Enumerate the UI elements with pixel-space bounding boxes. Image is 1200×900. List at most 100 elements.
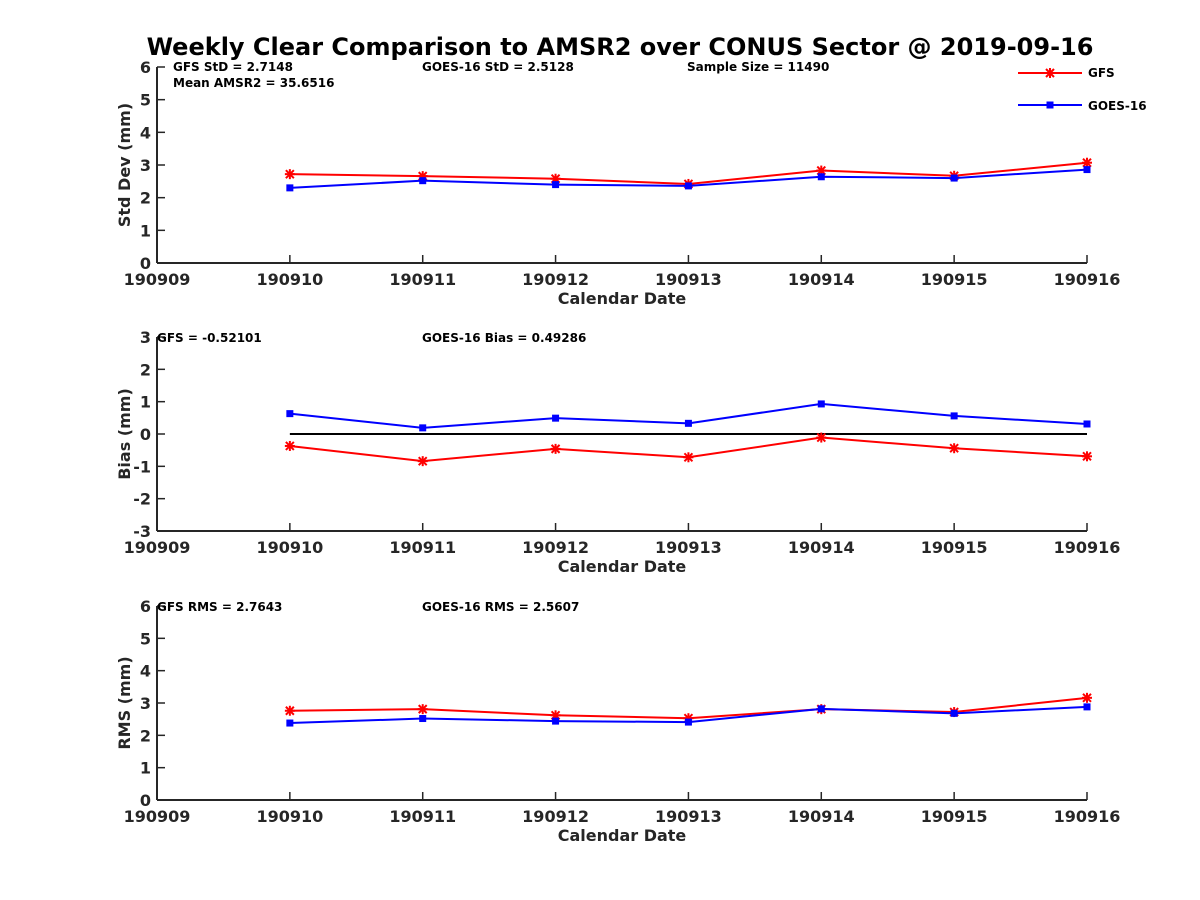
- data-point-gfs: [1082, 692, 1092, 703]
- x-tick-label: 190909: [124, 807, 191, 826]
- x-tick-label: 190910: [256, 538, 323, 557]
- y-tick-label: 5: [140, 629, 151, 648]
- y-tick-label: 1: [140, 221, 151, 240]
- x-tick-label: 190914: [788, 807, 855, 826]
- y-tick-label: 0: [140, 791, 151, 810]
- data-point-goes16: [419, 424, 427, 432]
- x-tick-label: 190910: [256, 807, 323, 826]
- data-point-gfs: [284, 440, 295, 451]
- x-tick-label: 190914: [788, 270, 855, 289]
- legend-label-gfs: GFS: [1088, 66, 1115, 80]
- x-tick-label: 190913: [655, 270, 722, 289]
- x-tick-label: 190911: [389, 807, 456, 826]
- x-axis-label: Calendar Date: [558, 289, 687, 308]
- data-point-goes16: [286, 410, 294, 418]
- data-point-goes16: [552, 414, 560, 422]
- y-tick-label: 2: [140, 726, 151, 745]
- data-point-goes16: [950, 412, 958, 420]
- x-tick-label: 190911: [389, 538, 456, 557]
- data-point-goes16: [286, 184, 294, 192]
- chart-title: Weekly Clear Comparison to AMSR2 over CO…: [147, 33, 1094, 61]
- y-tick-label: 4: [140, 662, 151, 681]
- x-tick-label: 190914: [788, 538, 855, 557]
- x-tick-label: 190916: [1054, 538, 1121, 557]
- x-tick-label: 190913: [655, 538, 722, 557]
- x-tick-label: 190912: [522, 270, 589, 289]
- panel-std: 0 1 2 3 4 5 6 190909 190910 190911 190912 190913 190…: [115, 58, 1120, 308]
- legend-gfs-marker: [1045, 68, 1055, 78]
- data-point-gfs: [1082, 451, 1092, 462]
- y-tick-label: 5: [140, 91, 151, 110]
- y-tick-label: 3: [140, 328, 151, 347]
- data-point-gfs: [816, 432, 827, 443]
- stat-annotation: GFS RMS = 2.7643: [157, 600, 282, 614]
- stat-annotation: GOES-16 RMS = 2.5607: [422, 600, 579, 614]
- stat-annotation: GFS StD = 2.7148: [173, 60, 293, 74]
- data-point-goes16: [286, 719, 294, 727]
- panels: 0 1 2 3 4 5 6 190909 190910 190911 190912 190913 190…: [115, 58, 1120, 845]
- legend-goes16-marker: [1046, 101, 1054, 109]
- data-point-goes16: [552, 717, 560, 725]
- y-tick-label: -1: [133, 457, 151, 476]
- data-point-goes16: [419, 177, 427, 185]
- x-axis-label: Calendar Date: [558, 557, 687, 576]
- legend: GFS GOES-16: [1018, 66, 1147, 113]
- x-tick-label: 190912: [522, 807, 589, 826]
- data-point-gfs: [1082, 157, 1092, 168]
- data-point-gfs: [417, 704, 428, 715]
- y-tick-label: 6: [140, 58, 151, 77]
- x-tick-label: 190913: [655, 807, 722, 826]
- x-tick-label: 190915: [921, 538, 988, 557]
- x-axis-label: Calendar Date: [558, 826, 687, 845]
- data-point-gfs: [284, 169, 295, 180]
- y-tick-label: 6: [140, 597, 151, 616]
- data-point-goes16: [817, 400, 825, 408]
- stat-annotation: Mean AMSR2 = 35.6516: [173, 76, 334, 90]
- data-point-goes16: [1083, 420, 1091, 428]
- data-point-goes16: [817, 705, 825, 713]
- data-point-goes16: [950, 174, 958, 182]
- data-point-gfs: [550, 443, 561, 454]
- y-axis-label: RMS (mm): [115, 656, 134, 749]
- data-point-gfs: [949, 443, 960, 454]
- stat-annotation: Sample Size = 11490: [687, 60, 829, 74]
- stat-annotation: GOES-16 StD = 2.5128: [422, 60, 574, 74]
- data-point-gfs: [683, 452, 694, 463]
- y-axis-label: Bias (mm): [115, 388, 134, 480]
- y-tick-label: 0: [140, 254, 151, 273]
- data-point-goes16: [1083, 703, 1091, 711]
- x-tick-label: 190911: [389, 270, 456, 289]
- y-tick-label: 2: [140, 189, 151, 208]
- y-tick-label: 0: [140, 425, 151, 444]
- data-point-goes16: [817, 173, 825, 181]
- data-point-gfs: [284, 705, 295, 716]
- data-point-goes16: [684, 182, 692, 190]
- x-tick-label: 190909: [124, 538, 191, 557]
- x-tick-label: 190910: [256, 270, 323, 289]
- y-tick-label: 2: [140, 360, 151, 379]
- y-tick-label: 4: [140, 123, 151, 142]
- y-tick-label: 1: [140, 393, 151, 412]
- x-tick-label: 190909: [124, 270, 191, 289]
- y-tick-label: -3: [133, 522, 151, 541]
- x-tick-label: 190915: [921, 270, 988, 289]
- data-point-goes16: [419, 715, 427, 723]
- panel-bias: -3 -2 -1 0 1 2 3 190909 190910 190911 190912 190913…: [115, 328, 1120, 576]
- x-tick-label: 190916: [1054, 807, 1121, 826]
- data-point-gfs: [417, 456, 428, 467]
- data-point-goes16: [684, 419, 692, 427]
- legend-label-goes16: GOES-16: [1088, 99, 1147, 113]
- data-point-goes16: [552, 181, 560, 189]
- stat-annotation: GOES-16 Bias = 0.49286: [422, 331, 586, 345]
- data-point-goes16: [950, 709, 958, 717]
- x-tick-label: 190916: [1054, 270, 1121, 289]
- y-axis-label: Std Dev (mm): [115, 103, 134, 227]
- x-tick-label: 190912: [522, 538, 589, 557]
- data-point-goes16: [684, 718, 692, 726]
- y-tick-label: 3: [140, 694, 151, 713]
- y-tick-label: 3: [140, 156, 151, 175]
- y-tick-label: 1: [140, 759, 151, 778]
- x-tick-label: 190915: [921, 807, 988, 826]
- data-point-goes16: [1083, 166, 1091, 174]
